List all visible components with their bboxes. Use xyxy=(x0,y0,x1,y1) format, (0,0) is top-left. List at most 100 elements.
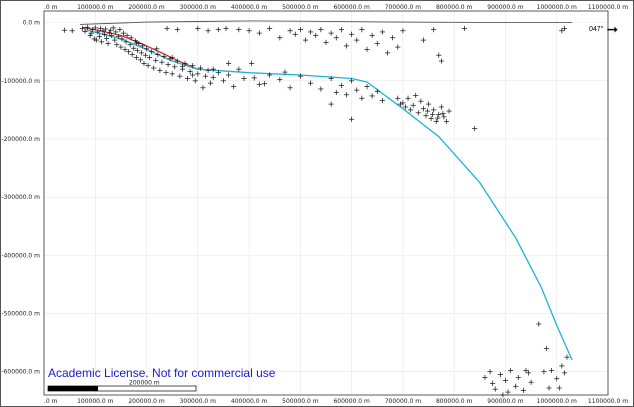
x-tick-label-bottom: 900000.0 m xyxy=(487,398,524,405)
x-tick-label-top: 200000.0 m xyxy=(128,4,165,11)
data-point xyxy=(169,54,175,61)
data-point xyxy=(359,27,365,33)
data-point xyxy=(379,98,385,104)
data-point xyxy=(177,73,183,79)
x-tick-label-top: 900000.0 m xyxy=(487,4,524,11)
data-point xyxy=(93,37,99,43)
azimuth-indicator: 047° ➞ xyxy=(589,21,619,37)
data-point xyxy=(287,28,293,34)
data-point xyxy=(195,25,201,32)
data-point xyxy=(87,32,93,39)
scale-bar-fill xyxy=(48,386,98,391)
data-point xyxy=(308,80,314,86)
data-point xyxy=(435,115,441,121)
data-point xyxy=(418,98,424,104)
data-point xyxy=(195,71,201,77)
data-point xyxy=(313,32,319,39)
data-point xyxy=(443,118,450,125)
x-tick-label-bottom: 200000.0 m xyxy=(128,398,165,405)
gridlines xyxy=(43,11,609,395)
data-point xyxy=(115,34,121,40)
x-tick-label-bottom: 100000.0 m xyxy=(77,398,114,405)
data-point xyxy=(124,32,130,39)
data-point xyxy=(154,46,160,52)
data-point xyxy=(192,78,198,84)
data-point xyxy=(205,28,211,34)
data-point xyxy=(379,29,385,35)
license-watermark: Academic License. Not for commercial use xyxy=(48,366,276,380)
x-tick-label-top: 1100000.0 m xyxy=(588,4,628,11)
data-point xyxy=(505,389,511,395)
data-point xyxy=(302,37,309,43)
data-point xyxy=(528,379,534,385)
data-point xyxy=(112,37,118,43)
data-point xyxy=(318,86,324,92)
data-point xyxy=(369,93,375,99)
azimuth-label: 047° xyxy=(589,26,604,33)
data-point xyxy=(297,73,303,79)
data-point xyxy=(153,57,159,64)
data-point xyxy=(308,29,314,35)
data-point xyxy=(261,81,268,87)
data-point xyxy=(95,29,101,35)
data-point xyxy=(546,385,552,391)
data-point xyxy=(236,27,242,33)
data-point xyxy=(159,59,165,65)
data-point xyxy=(436,111,442,118)
data-point xyxy=(145,63,151,69)
data-point xyxy=(61,27,68,33)
data-point xyxy=(461,25,468,32)
data-point xyxy=(184,75,191,82)
data-point xyxy=(390,35,396,41)
data-point xyxy=(328,30,334,36)
data-point xyxy=(500,392,506,398)
data-point xyxy=(113,29,119,35)
data-point xyxy=(117,27,123,33)
data-point xyxy=(139,43,146,49)
data-point xyxy=(328,101,334,107)
x-tick-label-bottom: 400000.0 m xyxy=(231,398,268,405)
data-point xyxy=(543,345,550,352)
data-point xyxy=(277,35,283,41)
data-point xyxy=(338,82,344,89)
data-point xyxy=(133,40,139,46)
data-point xyxy=(415,110,421,116)
data-point xyxy=(564,354,570,360)
data-point xyxy=(549,367,555,374)
data-point xyxy=(200,85,206,91)
data-point xyxy=(208,80,214,86)
data-point xyxy=(134,47,140,54)
data-point xyxy=(114,42,120,48)
data-point xyxy=(328,75,334,82)
data-point xyxy=(155,52,161,58)
data-point xyxy=(559,28,565,34)
data-point xyxy=(120,30,127,36)
data-point xyxy=(133,54,139,61)
data-point xyxy=(169,71,175,77)
x-tick-label-top: 300000.0 m xyxy=(180,4,217,11)
data-point xyxy=(190,72,196,78)
topography xyxy=(79,20,573,25)
data-point xyxy=(149,49,155,55)
data-point xyxy=(122,46,128,52)
data-point xyxy=(179,63,186,69)
arrow-right-icon: ➞ xyxy=(606,21,619,37)
data-point xyxy=(425,101,432,107)
data-point xyxy=(523,367,529,374)
x-tick-label-bottom: 700000.0 m xyxy=(385,398,422,405)
data-point xyxy=(431,27,437,33)
x-tick-label-top: 500000.0 m xyxy=(282,4,319,11)
data-point xyxy=(251,75,257,81)
data-point xyxy=(318,27,324,33)
data-point xyxy=(256,30,262,36)
data-point xyxy=(323,39,329,46)
data-point xyxy=(536,321,542,327)
data-point xyxy=(164,25,170,32)
data-point xyxy=(138,50,145,56)
data-point xyxy=(131,45,137,51)
data-point xyxy=(410,102,416,108)
data-point xyxy=(395,44,401,50)
data-point xyxy=(202,73,209,79)
data-point xyxy=(267,72,273,78)
data-point xyxy=(472,125,478,132)
